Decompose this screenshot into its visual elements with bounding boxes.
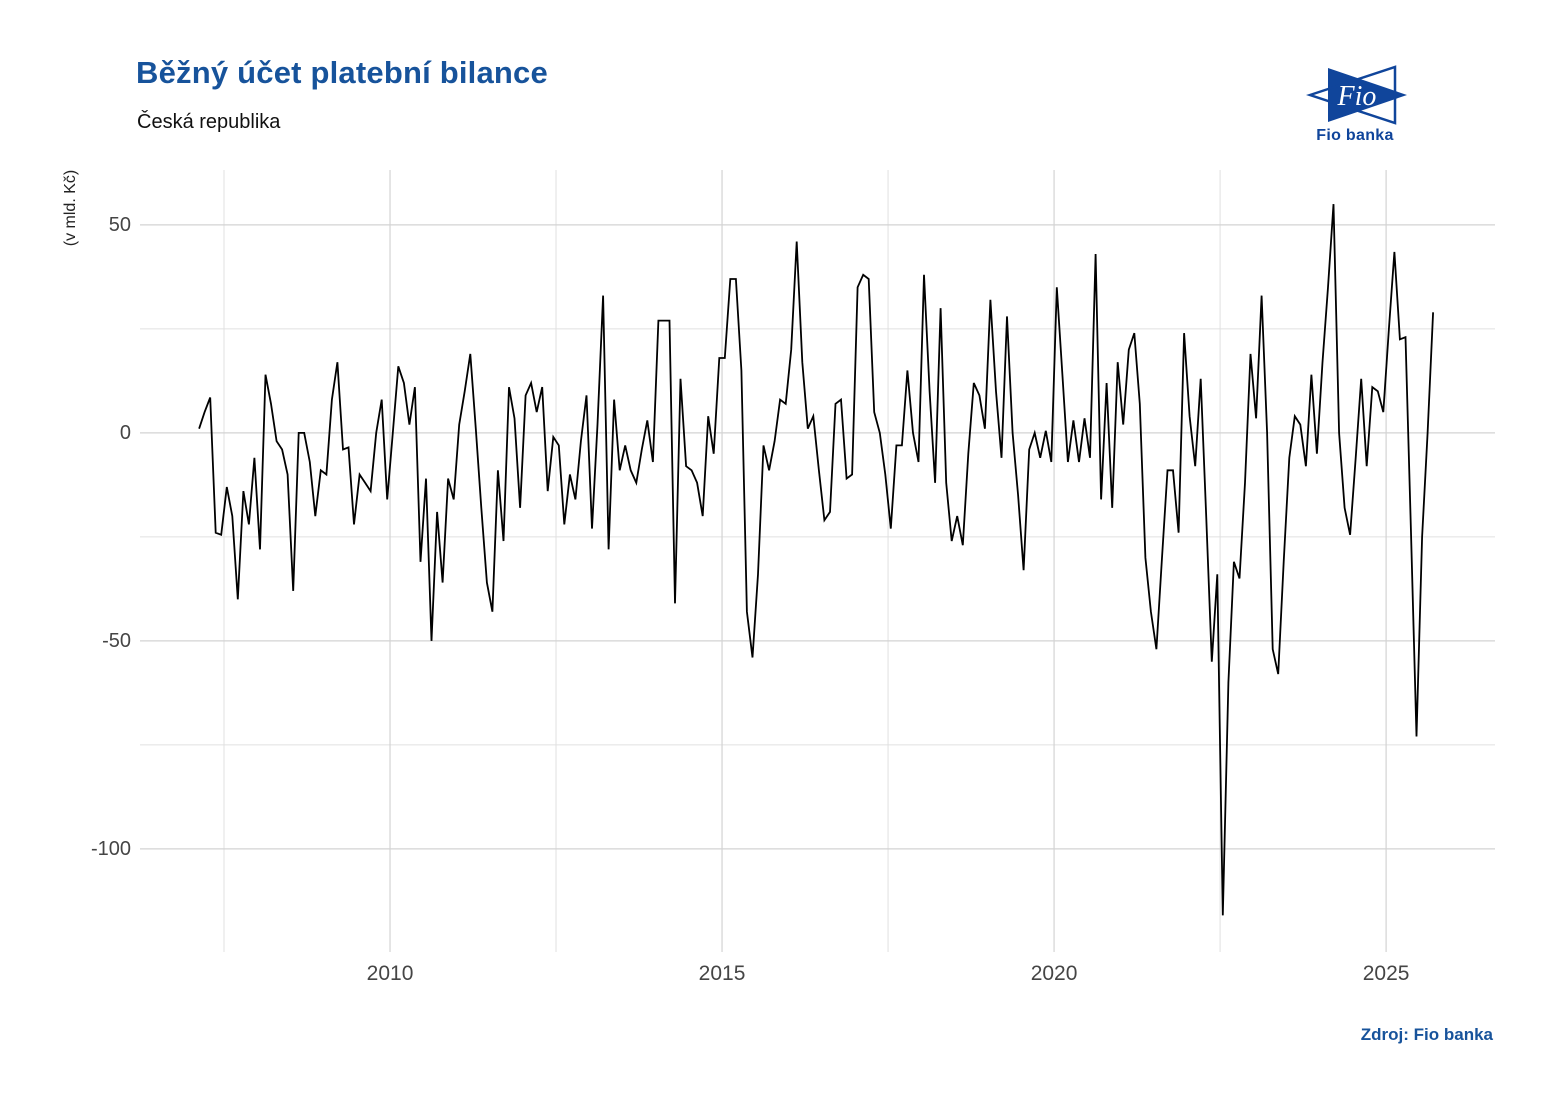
- page-title: Běžný účet platební bilance: [136, 55, 548, 90]
- x-tick-label: 2015: [698, 962, 746, 985]
- x-tick-label: 2010: [366, 962, 414, 985]
- y-tick-label: 50: [108, 213, 131, 236]
- data-line: [198, 204, 1434, 916]
- x-tick-label: 2020: [1030, 962, 1078, 985]
- y-tick-label: -50: [102, 629, 131, 652]
- fio-logo-icon: Fio: [1306, 65, 1407, 125]
- page-subtitle: Česká republika: [137, 111, 281, 133]
- logo-caption: Fio banka: [1316, 127, 1394, 144]
- logo-mark-text: Fio: [1337, 81, 1377, 112]
- logo-outline-triangle: [1306, 65, 1397, 125]
- source-note: Zdroj: Fio banka: [1360, 1025, 1493, 1044]
- x-tick-label: 2025: [1362, 962, 1410, 985]
- y-tick-label: -100: [90, 837, 131, 860]
- y-tick-label: 0: [119, 421, 131, 444]
